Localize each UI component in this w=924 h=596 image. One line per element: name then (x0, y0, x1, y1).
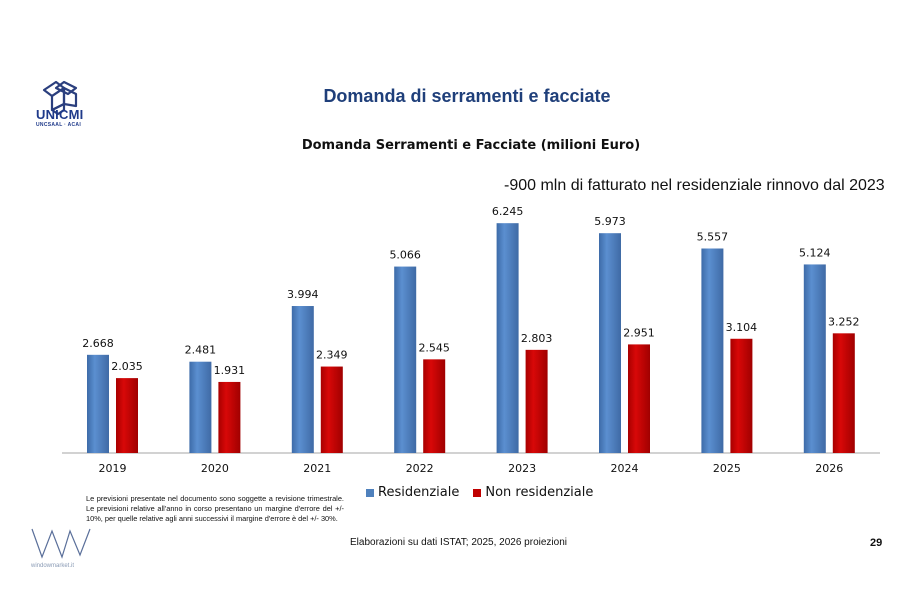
data-label-residenziale-2024: 5.973 (594, 215, 626, 228)
bar-residenziale-2026 (803, 264, 826, 453)
legend-label-residenziale: Residenziale (378, 485, 460, 500)
disclaimer-text: Le previsioni presentate nel documento s… (86, 494, 344, 523)
x-tick-label-2020: 2020 (201, 462, 229, 475)
data-label-non-residenziale-2020: 1.931 (214, 364, 246, 377)
unicmi-logo-icon (42, 80, 78, 116)
bar-residenziale-2019 (87, 354, 109, 453)
x-tick-label-2022: 2022 (406, 462, 434, 475)
windowmarket-logo-icon (31, 528, 91, 559)
source-note: Elaborazioni su dati ISTAT; 2025, 2026 p… (350, 537, 567, 548)
x-tick-label-2023: 2023 (508, 462, 536, 475)
legend-item-non-residenziale: Non residenziale (473, 485, 593, 500)
data-label-non-residenziale-2025: 3.104 (726, 321, 758, 334)
data-label-non-residenziale-2022: 2.545 (418, 341, 450, 354)
x-tick-label-2019: 2019 (99, 462, 127, 475)
brand-text: windowmarket.it (31, 563, 75, 569)
chart-title: Domanda Serramenti e Facciate (milioni E… (301, 138, 641, 153)
logo-text: UNICMI (36, 107, 84, 122)
legend-item-residenziale: Residenziale (366, 485, 459, 500)
data-label-residenziale-2025: 5.557 (697, 231, 729, 244)
data-label-non-residenziale-2026: 3.252 (828, 315, 860, 328)
bar-residenziale-2020 (189, 361, 212, 453)
legend-label-non-residenziale: Non residenziale (485, 485, 594, 500)
bar-non-residenziale-2021 (320, 366, 343, 453)
bar-non-residenziale-2019 (116, 378, 138, 453)
bar-non-residenziale-2023 (525, 349, 548, 453)
x-tick-label-2021: 2021 (303, 462, 331, 475)
slide-title: Domanda di serramenti e facciate (323, 86, 611, 106)
data-label-non-residenziale-2021: 2.349 (316, 349, 348, 362)
bar-residenziale-2023 (496, 223, 519, 453)
data-label-residenziale-2026: 5.124 (799, 246, 831, 259)
legend-swatch-non-residenziale (473, 488, 482, 497)
bar-non-residenziale-2025 (730, 338, 753, 453)
legend-swatch-residenziale (366, 488, 374, 497)
bar-residenziale-2022 (394, 266, 417, 453)
data-label-residenziale-2020: 2.481 (185, 344, 217, 357)
chart-annotation: -900 mln di fatturato nel residenziale r… (504, 177, 885, 194)
data-label-residenziale-2019: 2.668 (82, 337, 114, 350)
bar-non-residenziale-2022 (423, 359, 446, 453)
bar-residenziale-2021 (291, 306, 314, 453)
x-tick-label-2025: 2025 (713, 462, 741, 475)
bar-non-residenziale-2026 (832, 333, 855, 453)
x-tick-label-2024: 2024 (611, 462, 639, 475)
bar-non-residenziale-2024 (628, 344, 650, 453)
bar-residenziale-2025 (701, 248, 724, 453)
data-label-non-residenziale-2024: 2.951 (623, 326, 655, 339)
bar-residenziale-2024 (599, 233, 621, 453)
data-label-residenziale-2022: 5.066 (389, 249, 421, 262)
data-label-non-residenziale-2023: 2.803 (521, 332, 553, 345)
page-number: 29 (870, 537, 883, 549)
logo-subtext: UNCSAAL · ACAI (36, 122, 82, 128)
data-label-residenziale-2023: 6.245 (492, 205, 524, 218)
data-label-non-residenziale-2019: 2.035 (111, 360, 143, 373)
chart-legend: Residenziale Non residenziale (366, 485, 593, 500)
data-label-residenziale-2021: 3.994 (287, 288, 319, 301)
x-tick-label-2026: 2026 (815, 462, 843, 475)
bar-non-residenziale-2020 (218, 381, 241, 453)
